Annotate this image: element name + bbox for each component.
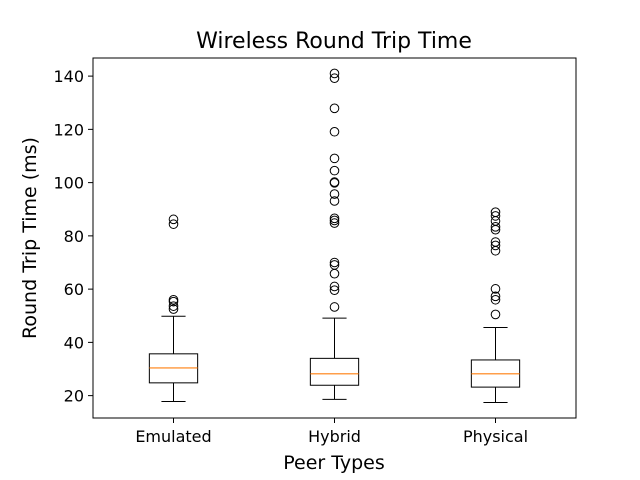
outlier-point-hybrid xyxy=(329,126,340,137)
outlier-point-physical xyxy=(490,291,501,302)
y-tick-label: 40 xyxy=(64,333,84,352)
outlier-point-hybrid xyxy=(329,189,340,199)
y-tick-label: 100 xyxy=(53,174,84,193)
outlier-point-physical xyxy=(490,309,501,320)
x-tick-label-emulated: Emulated xyxy=(135,427,211,446)
outlier-point-hybrid xyxy=(329,153,340,164)
chart-title: Wireless Round Trip Time xyxy=(196,29,472,54)
outlier-point-physical xyxy=(490,294,501,305)
outlier-point-hybrid xyxy=(329,302,340,312)
y-axis-label: Round Trip Time (ms) xyxy=(19,137,41,339)
outlier-point-physical xyxy=(490,237,501,247)
outlier-point-emulated xyxy=(168,301,179,311)
outlier-point-hybrid xyxy=(329,260,340,270)
y-tick-label: 80 xyxy=(64,227,84,246)
outlier-point-physical xyxy=(490,240,501,251)
x-tick-label-hybrid: Hybrid xyxy=(308,427,361,446)
y-tick-label: 20 xyxy=(64,387,84,406)
y-tick-label: 140 xyxy=(53,67,84,86)
outlier-point-hybrid xyxy=(329,177,340,187)
y-tick-label: 120 xyxy=(53,120,84,139)
outlier-point-emulated xyxy=(168,219,179,229)
outlier-point-physical xyxy=(490,211,501,221)
x-tick-label-physical: Physical xyxy=(463,427,528,446)
outlier-point-hybrid xyxy=(329,68,340,79)
plot-area: 20 40 60 80 100 120 140 Emulated Hybrid Physical xyxy=(53,57,577,446)
outlier-point-emulated xyxy=(168,304,179,314)
outlier-point-hybrid xyxy=(329,196,340,206)
outlier-point-hybrid xyxy=(329,73,340,84)
y-tick-label: 60 xyxy=(64,280,84,299)
outlier-point-hybrid xyxy=(329,218,340,228)
outlier-point-physical xyxy=(490,222,501,232)
outlier-point-physical xyxy=(490,207,501,217)
outlier-point-hybrid xyxy=(329,103,340,114)
outlier-point-hybrid xyxy=(329,165,340,176)
outlier-point-physical xyxy=(490,284,501,294)
axes-frame xyxy=(92,57,577,419)
outlier-point-emulated xyxy=(168,214,179,225)
outlier-point-hybrid xyxy=(329,285,340,295)
box-hybrid xyxy=(309,357,360,386)
outlier-point-hybrid xyxy=(329,257,340,268)
outlier-point-hybrid xyxy=(329,213,340,224)
outlier-point-hybrid xyxy=(329,281,340,292)
x-axis-label: Peer Types xyxy=(283,452,385,474)
outlier-point-emulated xyxy=(168,294,179,305)
